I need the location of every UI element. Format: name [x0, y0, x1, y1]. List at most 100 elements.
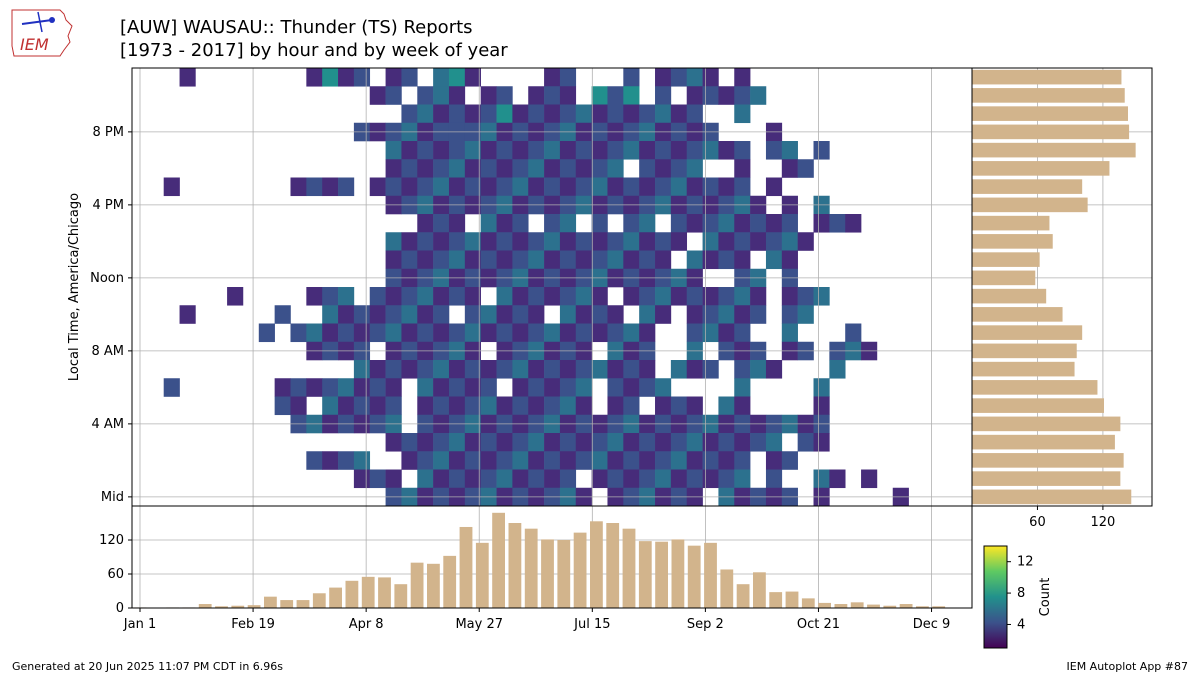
heatmap-cell [448, 287, 466, 306]
heatmap-cell [829, 360, 846, 379]
heatmap-cell [607, 433, 624, 452]
heatmap-cell [670, 433, 688, 452]
hour-bar [972, 234, 1053, 249]
heatmap-cell [797, 433, 814, 452]
heatmap-cell [433, 323, 450, 343]
heatmap-cell [544, 287, 561, 306]
heatmap-cell [734, 214, 751, 233]
heatmap-cell [544, 68, 561, 87]
heatmap-cell [575, 378, 592, 397]
heatmap-cell [433, 451, 450, 470]
heatmap-cell [417, 250, 434, 270]
heatmap-cell [559, 214, 577, 233]
heatmap-cell [464, 396, 481, 416]
heatmap-cell [401, 104, 418, 124]
heatmap-cell [623, 396, 640, 416]
heatmap-cell [718, 287, 735, 306]
heatmap-cell [718, 323, 735, 343]
week-bar [508, 523, 522, 608]
heatmap-cell [353, 360, 371, 379]
heatmap-cell [607, 250, 624, 270]
week-bar [704, 542, 717, 608]
heatmap-cell [448, 433, 466, 452]
heatmap-cell [480, 469, 497, 489]
week-bar [296, 600, 310, 608]
heatmap-cell [559, 451, 577, 470]
heatmap-cell [702, 250, 719, 270]
heatmap-cell [639, 287, 656, 306]
heatmap-cell [813, 396, 830, 416]
heatmap-cell [655, 68, 672, 87]
heatmap-cell [623, 360, 640, 379]
heatmap-cell [369, 360, 386, 379]
heatmap-cell [480, 159, 497, 178]
week-bar [215, 606, 228, 608]
heatmap-cell [639, 250, 656, 270]
heatmap-cell [464, 378, 481, 397]
heatmap-cell [274, 305, 291, 324]
heatmap-cell [845, 214, 862, 233]
heatmap-cell [544, 159, 561, 178]
heatmap-cell [607, 104, 624, 124]
heatmap-cell [655, 177, 672, 197]
heatmap-cell [623, 287, 640, 306]
heatmap-cell [670, 104, 688, 124]
heatmap-cell [655, 287, 672, 306]
heatmap-cell [338, 451, 355, 470]
heatmap-cell [385, 141, 402, 160]
x-tick-label: Sep 2 [687, 617, 724, 632]
heatmap-cell [702, 433, 719, 452]
heatmap-cell [496, 177, 513, 197]
heatmap-cell [496, 323, 513, 343]
heatmap-cell [639, 159, 656, 178]
heatmap-cell [353, 378, 371, 397]
heatmap-cell [433, 159, 450, 178]
heatmap-cell [338, 378, 355, 397]
heatmap-cell [623, 469, 640, 489]
heatmap-cell [575, 177, 592, 197]
heatmap-cell [480, 104, 497, 124]
heatmap-cell [750, 232, 767, 251]
week-bar [394, 584, 408, 608]
heatmap-cell [163, 378, 180, 397]
heatmap-cell [591, 86, 608, 105]
heatmap-cell [401, 68, 418, 87]
week-bar [720, 569, 734, 608]
chart-title: [AUW] WAUSAU:: Thunder (TS) Reports [120, 17, 473, 38]
heatmap-cell [401, 250, 418, 270]
heatmap-cell [813, 378, 830, 397]
heatmap-cell [544, 451, 561, 470]
heatmap-cell [496, 396, 513, 416]
heatmap-cell [655, 232, 672, 251]
heatmap-cell [686, 159, 703, 178]
heatmap-cell [290, 378, 307, 397]
heatmap-cell [829, 214, 846, 233]
heatmap-cell [401, 305, 418, 324]
heatmap-cell [813, 214, 830, 233]
heatmap-cell [322, 177, 339, 197]
heatmap-cell [797, 232, 814, 251]
heatmap-cell [639, 469, 656, 489]
heatmap-cell [607, 86, 624, 105]
heatmap-cell [401, 159, 418, 178]
heatmap-cell [496, 305, 513, 324]
hour-bar [972, 142, 1136, 158]
heatmap-cell [702, 469, 719, 489]
heatmap-cell [274, 378, 291, 397]
heatmap-cell [385, 305, 402, 324]
x-tick-label: Feb 19 [231, 617, 275, 632]
heatmap-cell [559, 360, 577, 379]
heatmap-cell [639, 214, 656, 233]
hour-bar [972, 307, 1063, 322]
hour-bar [972, 343, 1077, 359]
heatmap-cell [480, 433, 497, 452]
heatmap-cell [496, 250, 513, 270]
heatmap-cell [655, 104, 672, 124]
heatmap-cell [448, 159, 466, 178]
hour-bar [972, 215, 1050, 231]
heatmap-cell [750, 86, 767, 105]
heatmap-cell [512, 287, 529, 306]
heatmap-cell [512, 451, 529, 470]
heatmap-cell [512, 159, 529, 178]
week-bars-x-ticks: Jan 1 Feb 19 Apr 8 May 27 Jul 15 Sep 2 Oct 21 D… [123, 608, 950, 632]
